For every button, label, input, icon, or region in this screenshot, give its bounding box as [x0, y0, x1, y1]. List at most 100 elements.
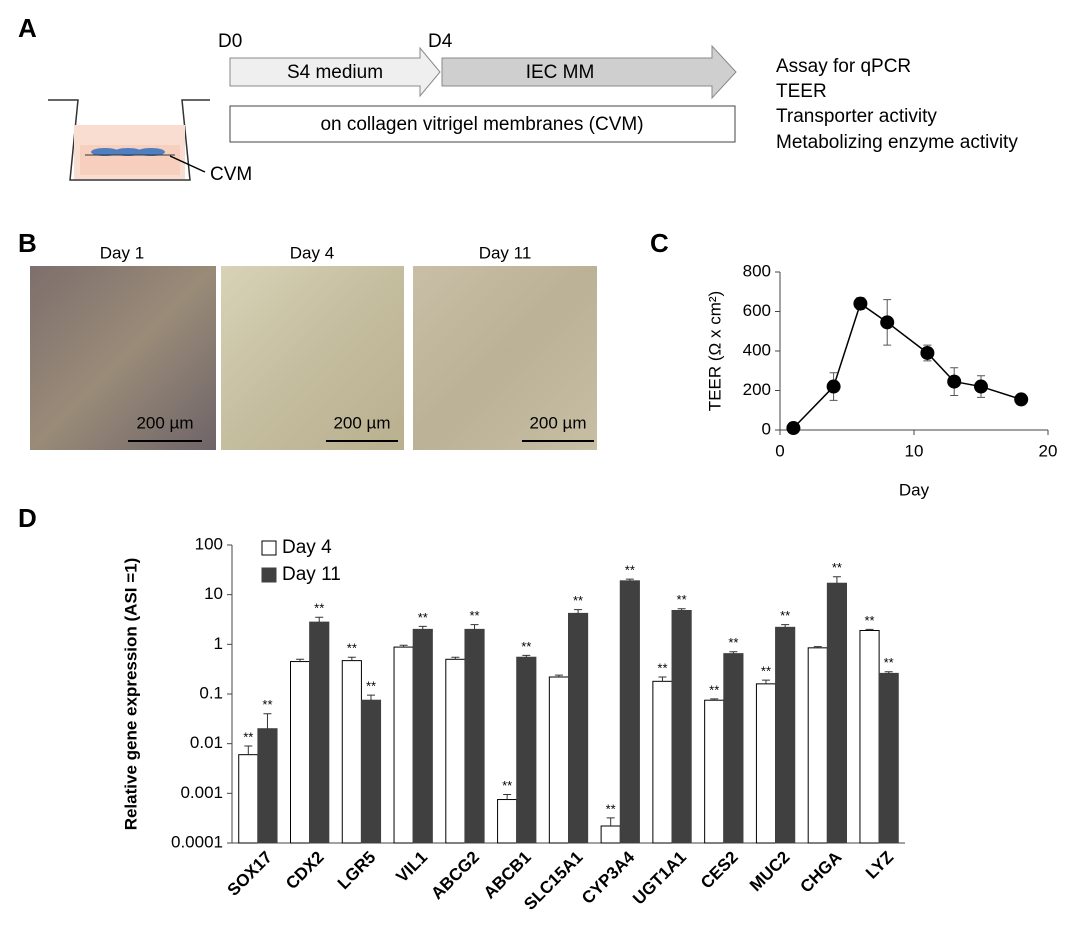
stage-label: S4 medium: [287, 62, 383, 83]
x-tick-label: CES2: [697, 848, 742, 893]
bar: [360, 699, 382, 844]
error-bar: [884, 671, 893, 674]
significance: **: [677, 592, 687, 607]
legend-swatch: [261, 540, 277, 556]
data-point: [1014, 392, 1029, 407]
data-line: [792, 302, 1022, 429]
error-bar: [606, 817, 615, 826]
significance: **: [418, 610, 428, 625]
image-title: Day 4: [290, 243, 334, 262]
error-bar: [677, 608, 686, 611]
y-axis-label: Relative gene expression (ASI =1): [121, 558, 140, 831]
significance: **: [243, 729, 253, 744]
y-tick-label: 400: [743, 340, 771, 359]
bar: [652, 680, 673, 844]
insert-well: [48, 99, 210, 181]
significance: **: [625, 563, 635, 578]
significance: **: [761, 664, 771, 679]
error-bar: [781, 624, 790, 628]
error-bar: [729, 651, 738, 654]
bar: [289, 661, 311, 844]
assay: Assay for qPCR: [776, 56, 911, 77]
insert-label: CVM: [210, 164, 252, 185]
arrow-stage1: [229, 46, 441, 98]
error-bar: [813, 646, 822, 648]
y-tick-label: 0.001: [180, 783, 223, 802]
data-point: [974, 379, 988, 394]
error-bar: [418, 625, 427, 630]
error-bar: [367, 694, 375, 701]
significance: **: [469, 608, 479, 623]
y-axis-label: TEER (Ω x cm²): [705, 291, 724, 411]
micrograph: [221, 266, 404, 450]
error-bar: [522, 654, 531, 658]
significance: **: [709, 682, 719, 697]
bar: [671, 609, 692, 844]
x-tick-label: LGR5: [334, 848, 379, 893]
error-bar: [658, 676, 667, 682]
error-bar: [451, 656, 460, 660]
y-tick-label: 600: [743, 301, 771, 320]
legend-swatch: [261, 567, 277, 583]
bar: [393, 646, 414, 844]
significance: **: [347, 641, 357, 656]
assay: Metabolizing enzyme activity: [776, 132, 1018, 153]
bar: [600, 825, 621, 844]
error-bar: [296, 658, 305, 662]
bar: [826, 582, 848, 844]
significance: **: [314, 601, 324, 616]
x-tick-label: CDX2: [282, 848, 328, 894]
x-axis-label: Day: [899, 480, 930, 499]
bar: [412, 628, 433, 844]
assay: TEER: [776, 81, 827, 102]
x-tick-label: SOX17: [224, 848, 276, 900]
error-bar: [470, 624, 479, 630]
panel-label: D: [18, 503, 37, 533]
scale-label: 200 µm: [333, 413, 390, 432]
bar: [497, 799, 518, 844]
y-tick-label: 0.01: [190, 733, 223, 752]
data-point: [786, 421, 801, 436]
error-bar: [244, 745, 253, 755]
bar: [238, 754, 259, 844]
day-label: D4: [428, 31, 453, 52]
y-tick-label: 100: [195, 534, 223, 553]
panel-a: A CVM D0 D4 S4 medium IEC MM on collagen…: [18, 13, 1018, 185]
error-bar: [399, 644, 408, 648]
legend-label: Day 11: [282, 564, 341, 585]
data-point: [826, 379, 841, 394]
image-title: Day 11: [479, 243, 532, 262]
x-tick-label: 10: [905, 441, 924, 460]
significance: **: [728, 635, 738, 650]
x-tick-label: LYZ: [862, 848, 897, 883]
data-point: [853, 296, 868, 311]
bar: [755, 683, 777, 844]
significance: **: [606, 801, 616, 816]
data-point: [920, 345, 935, 360]
bar: [445, 658, 466, 844]
significance: **: [832, 560, 842, 575]
significance: **: [780, 608, 790, 623]
significance: **: [573, 593, 583, 608]
scale-label: 200 µm: [136, 413, 193, 432]
error-bar: [832, 576, 841, 584]
cells: [114, 148, 142, 156]
y-tick-label: 1: [214, 634, 223, 653]
error-bar: [503, 793, 512, 800]
bar: [807, 647, 828, 844]
significance: **: [884, 655, 894, 670]
bar: [775, 626, 796, 844]
y-tick-label: 0.1: [199, 683, 223, 702]
bar: [464, 628, 485, 844]
error-bar: [710, 698, 719, 701]
y-tick-label: 800: [743, 261, 771, 280]
error-bar: [574, 609, 583, 614]
bar: [859, 629, 880, 844]
x-tick-label: 0: [775, 441, 784, 460]
error-bar: [554, 674, 563, 677]
bar: [704, 699, 725, 844]
panel-label: C: [650, 228, 669, 258]
x-tick-label: CYP3A4: [578, 847, 639, 908]
micrograph: [413, 266, 597, 450]
x-tick-label: CHGA: [797, 848, 846, 897]
